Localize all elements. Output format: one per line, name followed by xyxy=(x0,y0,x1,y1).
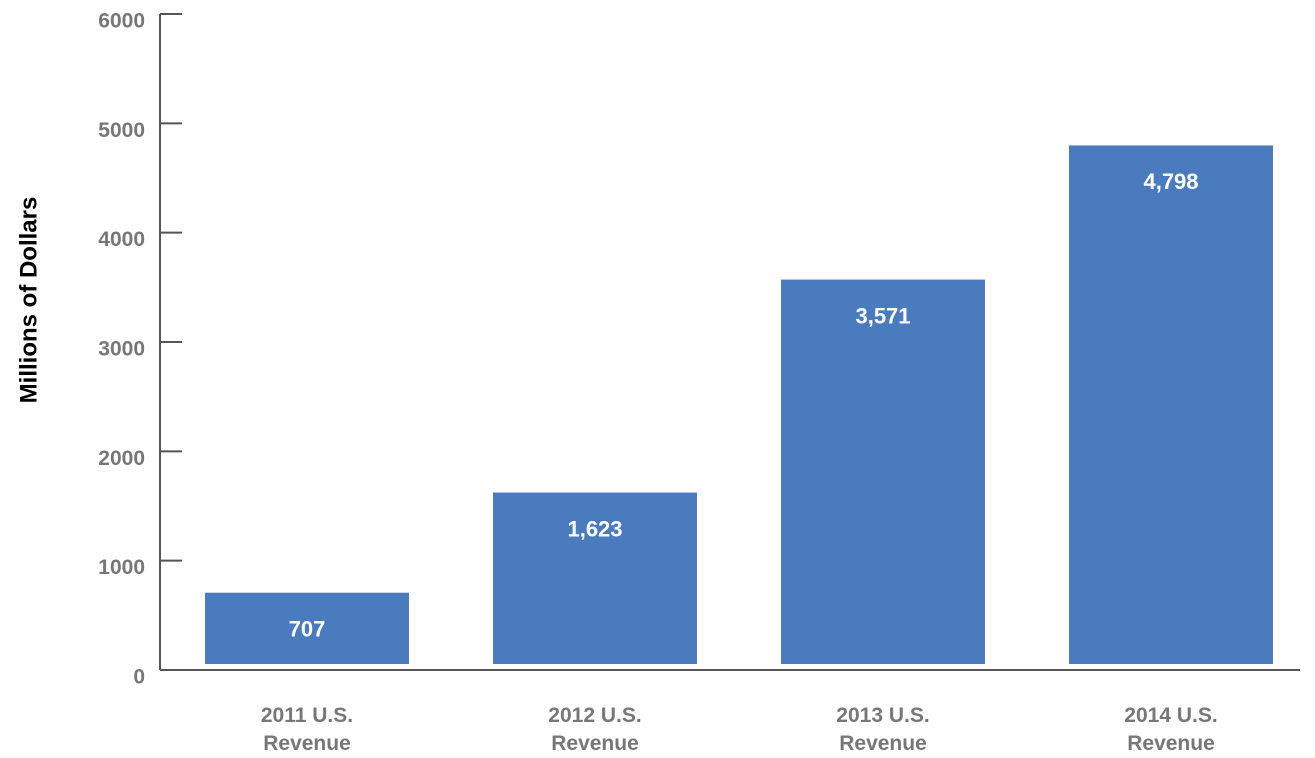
y-tick-label: 4000 xyxy=(98,228,145,251)
data-label: 1,623 xyxy=(567,516,622,541)
data-label: 3,571 xyxy=(855,303,910,328)
y-tick-label: 2000 xyxy=(98,447,145,470)
x-tick-label: 2013 U.S. Revenue xyxy=(836,704,930,755)
y-tick-label: 3000 xyxy=(98,338,145,361)
bar xyxy=(781,279,985,664)
data-label: 707 xyxy=(289,617,326,642)
y-tick-label: 5000 xyxy=(98,119,145,142)
x-tick-label: 2012 U.S. Revenue xyxy=(548,704,642,755)
y-tick-label: 0 xyxy=(133,666,145,689)
y-tick-label: 1000 xyxy=(98,556,145,579)
y-axis-label: Millions of Dollars xyxy=(15,197,42,404)
y-tick-label: 6000 xyxy=(98,10,145,33)
bar xyxy=(493,492,697,664)
bar xyxy=(205,592,409,664)
x-tick-label: 2011 U.S. Revenue xyxy=(260,704,354,755)
x-tick-label: 2014 U.S. Revenue xyxy=(1124,704,1218,755)
data-label: 4,798 xyxy=(1143,169,1198,194)
bar xyxy=(1069,145,1273,664)
